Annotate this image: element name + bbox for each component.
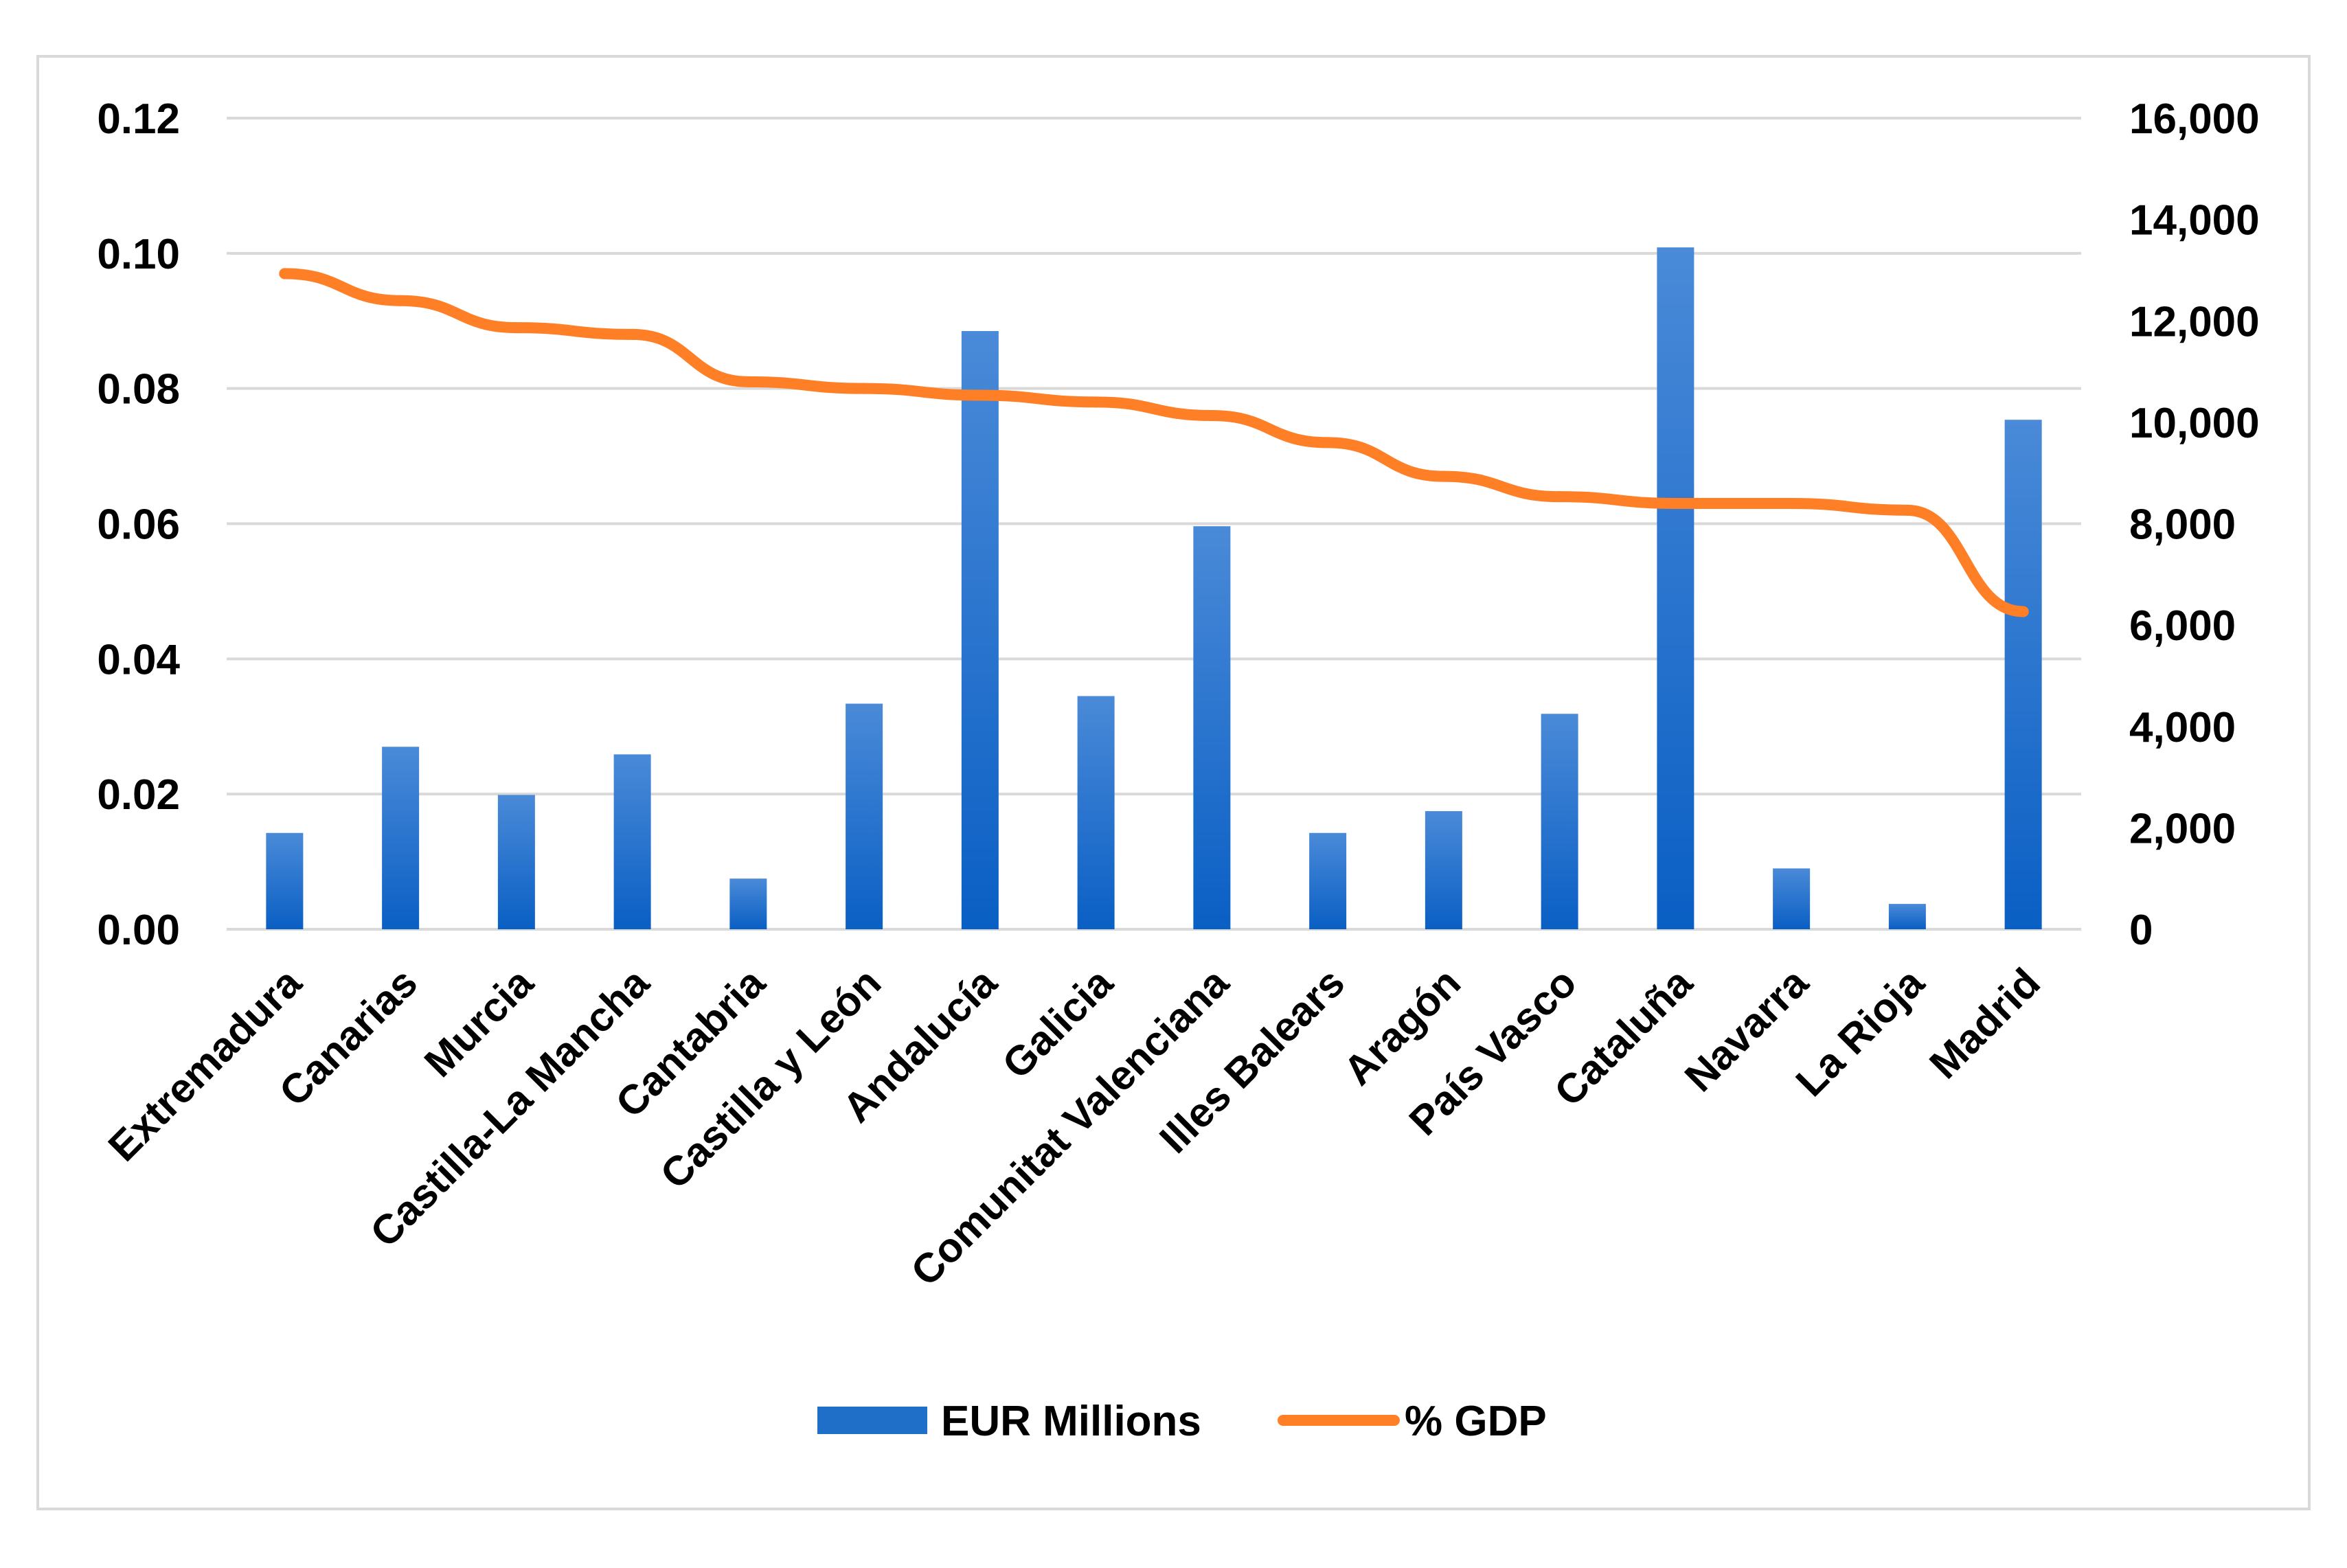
bar-series bbox=[266, 247, 2042, 929]
line-point-castilla-y-le-n bbox=[859, 383, 870, 394]
legend-label-eur-millions: EUR Millions bbox=[941, 1398, 1201, 1445]
line-series bbox=[279, 268, 2029, 617]
right-axis-tick-label: 2,000 bbox=[2129, 805, 2236, 852]
bar-cantabria bbox=[729, 878, 767, 929]
line-point-murcia bbox=[510, 322, 522, 334]
bar-arag-n bbox=[1425, 811, 1462, 929]
line-point-illes-balears bbox=[1322, 437, 1334, 448]
bar-murcia bbox=[497, 795, 535, 929]
line-point-comunitat-valenciana bbox=[1206, 410, 1218, 422]
bar-castilla-y-le-n bbox=[846, 703, 883, 929]
line-point-navarra bbox=[1786, 497, 1798, 509]
bar-extremadura bbox=[266, 832, 304, 929]
left-axis-tick-label: 0.02 bbox=[97, 771, 180, 819]
bar-galicia bbox=[1077, 696, 1115, 929]
bar-catalu-a bbox=[1657, 247, 1694, 929]
line-gdp bbox=[279, 268, 2029, 617]
bar-madrid bbox=[2004, 420, 2042, 929]
right-axis-tick-label: 6,000 bbox=[2129, 602, 2236, 650]
right-axis-tick-label: 10,000 bbox=[2129, 400, 2260, 447]
left-axis-tick-label: 0.06 bbox=[97, 501, 180, 549]
right-axis-tick-label: 12,000 bbox=[2129, 298, 2260, 345]
line-point-canarias bbox=[395, 295, 407, 306]
left-axis-tick-label: 0.12 bbox=[97, 95, 180, 143]
line-point-pa-s-vasco bbox=[1554, 491, 1565, 503]
bar-comunitat-valenciana bbox=[1193, 526, 1231, 929]
bar-pa-s-vasco bbox=[1541, 714, 1578, 929]
right-axis: 0 2,000 4,000 6,000 8,000 10,000 12,000 14,000 1… bbox=[2129, 95, 2260, 954]
line-point-la-rioja bbox=[1901, 504, 1913, 516]
right-axis-tick-label: 0 bbox=[2129, 907, 2153, 954]
line-point-andaluc-a bbox=[974, 389, 986, 401]
left-axis-tick-label: 0.00 bbox=[97, 907, 180, 954]
chart-border bbox=[36, 55, 2311, 1510]
line-point-catalu-a bbox=[1670, 497, 1681, 509]
legend-label-gdp: % GDP bbox=[1405, 1398, 1547, 1445]
line-point-extremadura bbox=[279, 268, 291, 280]
right-axis-tick-label: 14,000 bbox=[2129, 197, 2260, 245]
bar-la-rioja bbox=[1888, 904, 1926, 929]
line-point-castilla-la-mancha bbox=[626, 328, 638, 340]
line-point-cantabria bbox=[742, 376, 754, 387]
right-axis-tick-label: 4,000 bbox=[2129, 704, 2236, 751]
left-axis-tick-label: 0.08 bbox=[97, 366, 180, 413]
legend-swatch-eur-millions bbox=[817, 1407, 927, 1434]
right-axis-tick-label: 8,000 bbox=[2129, 501, 2236, 549]
left-axis-tick-label: 0.04 bbox=[97, 636, 180, 683]
bar-illes-balears bbox=[1309, 832, 1347, 929]
bar-canarias bbox=[382, 747, 420, 929]
left-axis-tick-label: 0.10 bbox=[97, 231, 180, 278]
line-point-arag-n bbox=[1438, 470, 1449, 482]
line-point-galicia bbox=[1090, 396, 1102, 408]
line-point-madrid bbox=[2017, 606, 2029, 617]
bar-navarra bbox=[1773, 868, 1811, 929]
right-axis-tick-label: 16,000 bbox=[2129, 95, 2260, 143]
gridlines bbox=[227, 117, 2081, 931]
left-axis: 0.00 0.02 0.04 0.06 0.08 0.10 0.12 bbox=[97, 95, 180, 954]
bar-castilla-la-mancha bbox=[613, 754, 651, 929]
legend: EUR Millions % GDP bbox=[817, 1398, 1547, 1445]
bar-andaluc-a bbox=[961, 331, 999, 929]
